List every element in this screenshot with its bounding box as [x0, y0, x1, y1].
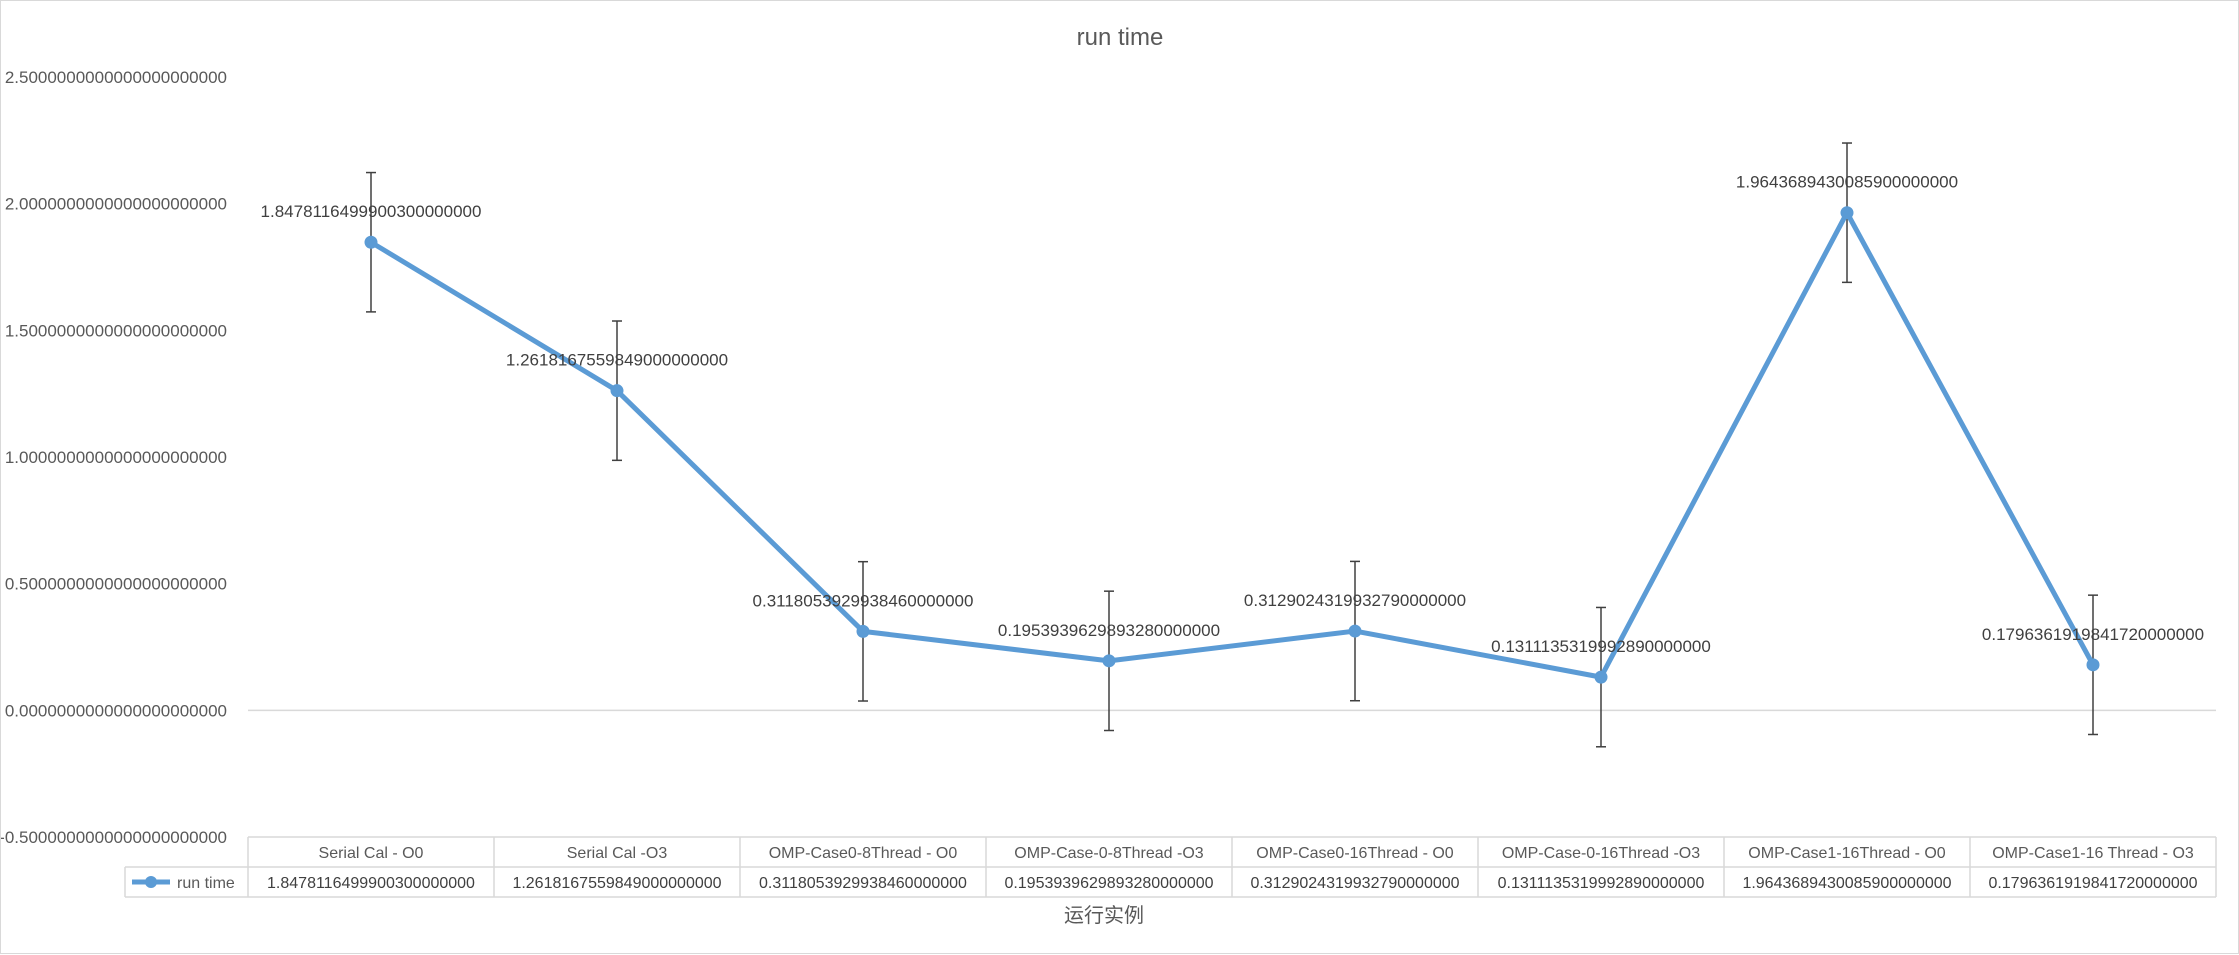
y-tick-label: 0.5000000000000000000000 — [5, 575, 227, 594]
data-points — [364, 206, 2100, 684]
category-label: OMP-Case-0-16Thread -O3 — [1502, 845, 1700, 862]
legend-marker-icon — [145, 876, 157, 888]
table-cell: 0.3129024319932790000000 — [1250, 875, 1459, 892]
chart-title: run time — [1077, 24, 1164, 51]
data-label: 0.3118053929938460000000 — [753, 591, 974, 610]
data-label: 1.9643689430085900000000 — [1736, 173, 1958, 192]
category-label: OMP-Case1-16 Thread - O3 — [1992, 845, 2194, 862]
data-label: 0.1311135319992890000000 — [1491, 637, 1711, 656]
table-cell: 1.9643689430085900000000 — [1742, 875, 1951, 892]
category-label: OMP-Case1-16Thread - O0 — [1748, 845, 1946, 862]
table-cell: 0.1796361919841720000000 — [1988, 875, 2197, 892]
data-point — [610, 384, 624, 398]
data-point — [1102, 654, 1116, 668]
data-point — [1348, 624, 1362, 638]
legend-label: run time — [177, 875, 235, 892]
y-tick-label: 2.5000000000000000000000 — [5, 68, 227, 87]
data-label: 0.1796361919841720000000 — [1982, 625, 2204, 644]
series-line — [368, 210, 2096, 680]
y-axis: -0.5000000000000000000000 0.0000000000000… — [1, 68, 227, 847]
data-point — [856, 624, 870, 638]
data-label: 0.3129024319932790000000 — [1244, 591, 1466, 610]
table-cell: 0.3118053929938460000000 — [759, 875, 967, 892]
data-label: 1.2618167559849000000000 — [506, 351, 728, 370]
data-table: Serial Cal - O0 Serial Cal -O3 OMP-Case0-8… — [124, 836, 2217, 898]
data-point — [2086, 658, 2100, 672]
data-point — [1594, 670, 1608, 684]
category-label: OMP-Case0-8Thread - O0 — [769, 845, 958, 862]
data-point — [364, 235, 378, 249]
table-cell: 1.2618167559849000000000 — [512, 875, 721, 892]
run-time-line — [368, 210, 2096, 680]
data-point — [1840, 206, 1854, 220]
data-label: 0.1953939629893280000000 — [998, 621, 1220, 640]
category-label: Serial Cal -O3 — [567, 845, 668, 862]
category-label: Serial Cal - O0 — [319, 845, 424, 862]
category-label: OMP-Case0-16Thread - O0 — [1256, 845, 1454, 862]
y-tick-label: 1.0000000000000000000000 — [5, 448, 227, 467]
value-labels: 1.8478116499900300000000 1.26181675598490… — [261, 173, 2205, 656]
y-tick-label: -0.5000000000000000000000 — [1, 828, 227, 847]
y-tick-label: 1.5000000000000000000000 — [5, 321, 227, 340]
table-cell: 1.8478116499900300000000 — [267, 875, 475, 892]
table-cell: 0.1953939629893280000000 — [1004, 875, 1213, 892]
category-label: OMP-Case-0-8Thread -O3 — [1014, 845, 1203, 862]
data-label: 1.8478116499900300000000 — [261, 202, 482, 221]
y-tick-label: 2.0000000000000000000000 — [5, 195, 227, 214]
table-cell: 0.1311135319992890000000 — [1498, 875, 1705, 892]
x-axis-label: 运行实例 — [1064, 903, 1144, 927]
y-tick-label: 0.0000000000000000000000 — [5, 701, 227, 720]
